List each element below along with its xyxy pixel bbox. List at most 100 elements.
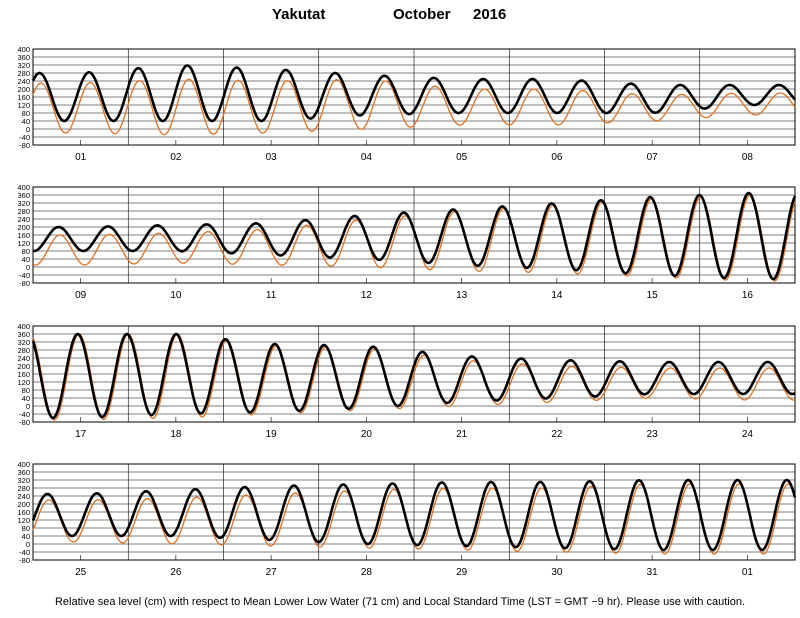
y-tick-label: 280 xyxy=(17,207,30,216)
x-tick-label: 24 xyxy=(742,429,754,440)
panel-frame xyxy=(32,186,796,284)
y-tick-label: 80 xyxy=(22,247,30,256)
x-tick-label: 30 xyxy=(551,567,563,578)
y-tick-label: 200 xyxy=(17,85,30,94)
y-tick-label: 360 xyxy=(17,330,30,339)
y-tick-label: 320 xyxy=(17,476,30,485)
x-tick-label: 10 xyxy=(170,290,182,301)
y-tick-label: -80 xyxy=(19,418,30,427)
predicted-tide-line xyxy=(31,64,796,123)
x-tick-label: 27 xyxy=(266,567,278,578)
y-tick-label: -80 xyxy=(19,556,30,565)
y-tick-label: 360 xyxy=(17,468,30,477)
x-tick-label: 01 xyxy=(742,567,754,578)
y-tick-label: 200 xyxy=(17,500,30,509)
x-tick-label: 16 xyxy=(742,290,754,301)
y-tick-label: 360 xyxy=(17,53,30,62)
y-tick-label: -40 xyxy=(19,271,30,280)
x-tick-label: 15 xyxy=(647,290,659,301)
x-tick-label: 14 xyxy=(551,290,563,301)
y-tick-label: 360 xyxy=(17,191,30,200)
y-tick-label: 280 xyxy=(17,69,30,78)
y-tick-label: 320 xyxy=(17,61,30,70)
x-tick-label: 04 xyxy=(361,152,373,163)
y-tick-label: 80 xyxy=(22,109,30,118)
x-tick-label: 09 xyxy=(75,290,87,301)
x-tick-label: 23 xyxy=(647,429,659,440)
y-tick-label: 320 xyxy=(17,338,30,347)
x-tick-label: 21 xyxy=(456,429,468,440)
station-name: Yakutat xyxy=(272,6,326,23)
y-tick-label: -40 xyxy=(19,548,30,557)
y-tick-label: 40 xyxy=(22,394,30,403)
y-tick-label: 280 xyxy=(17,484,30,493)
y-tick-label: 160 xyxy=(17,508,30,517)
x-tick-label: 19 xyxy=(266,429,278,440)
x-tick-label: 20 xyxy=(361,429,373,440)
y-tick-label: -80 xyxy=(19,279,30,288)
panel-frame xyxy=(32,325,796,423)
chart-title: Yakutat October 2016 xyxy=(0,0,800,28)
predicted-tide-line xyxy=(31,478,797,552)
x-tick-label: 03 xyxy=(266,152,278,163)
y-tick-label: -40 xyxy=(19,410,30,419)
x-tick-label: 05 xyxy=(456,152,468,163)
y-tick-label: 400 xyxy=(17,460,30,469)
y-tick-label: 0 xyxy=(26,263,30,272)
observed-tide-line xyxy=(32,78,796,136)
x-tick-label: 01 xyxy=(75,152,87,163)
footer-note: Relative sea level (cm) with respect to … xyxy=(54,596,746,608)
predicted-tide-line xyxy=(32,191,797,281)
month-label: October xyxy=(393,6,451,23)
x-tick-label: 08 xyxy=(742,152,754,163)
y-tick-label: 240 xyxy=(17,354,30,363)
y-tick-label: 120 xyxy=(17,239,30,248)
panel-frame xyxy=(32,463,796,561)
y-tick-label: 320 xyxy=(17,199,30,208)
x-tick-label: 28 xyxy=(361,567,373,578)
y-tick-label: 0 xyxy=(26,125,30,134)
y-tick-label: 160 xyxy=(17,231,30,240)
y-tick-label: 240 xyxy=(17,215,30,224)
predicted-tide-line xyxy=(31,332,796,420)
y-tick-label: 200 xyxy=(17,223,30,232)
x-tick-label: 11 xyxy=(266,290,277,301)
x-tick-label: 17 xyxy=(75,429,87,440)
y-tick-label: 120 xyxy=(17,516,30,525)
x-tick-label: 25 xyxy=(75,567,87,578)
y-tick-label: 160 xyxy=(17,93,30,102)
x-tick-label: 31 xyxy=(647,567,659,578)
y-tick-label: 40 xyxy=(22,255,30,264)
x-tick-label: 22 xyxy=(551,429,563,440)
x-tick-label: 02 xyxy=(170,152,182,163)
x-tick-label: 07 xyxy=(647,152,659,163)
y-tick-label: 40 xyxy=(22,532,30,541)
x-tick-label: 18 xyxy=(170,429,182,440)
y-tick-label: 0 xyxy=(26,540,30,549)
y-tick-label: 240 xyxy=(17,77,30,86)
y-tick-label: 0 xyxy=(26,402,30,411)
y-tick-label: 160 xyxy=(17,370,30,379)
y-tick-label: -40 xyxy=(19,133,30,142)
panel-frame xyxy=(32,48,796,146)
x-tick-label: 29 xyxy=(456,567,468,578)
x-tick-label: 26 xyxy=(170,567,182,578)
y-tick-label: 280 xyxy=(17,346,30,355)
y-tick-label: 400 xyxy=(17,45,30,54)
y-tick-label: 200 xyxy=(17,362,30,371)
observed-tide-line xyxy=(32,333,796,421)
y-tick-label: 40 xyxy=(22,117,30,126)
x-tick-label: 06 xyxy=(551,152,563,163)
y-tick-label: 80 xyxy=(22,386,30,395)
y-tick-label: 120 xyxy=(17,378,30,387)
y-tick-label: 80 xyxy=(22,524,30,533)
y-tick-label: 400 xyxy=(17,322,30,331)
x-tick-label: 13 xyxy=(456,290,468,301)
y-tick-label: -80 xyxy=(19,141,30,150)
y-tick-label: 240 xyxy=(17,492,30,501)
year-label: 2016 xyxy=(473,6,507,23)
y-tick-label: 120 xyxy=(17,101,30,110)
x-tick-label: 12 xyxy=(361,290,373,301)
y-tick-label: 400 xyxy=(17,183,30,192)
